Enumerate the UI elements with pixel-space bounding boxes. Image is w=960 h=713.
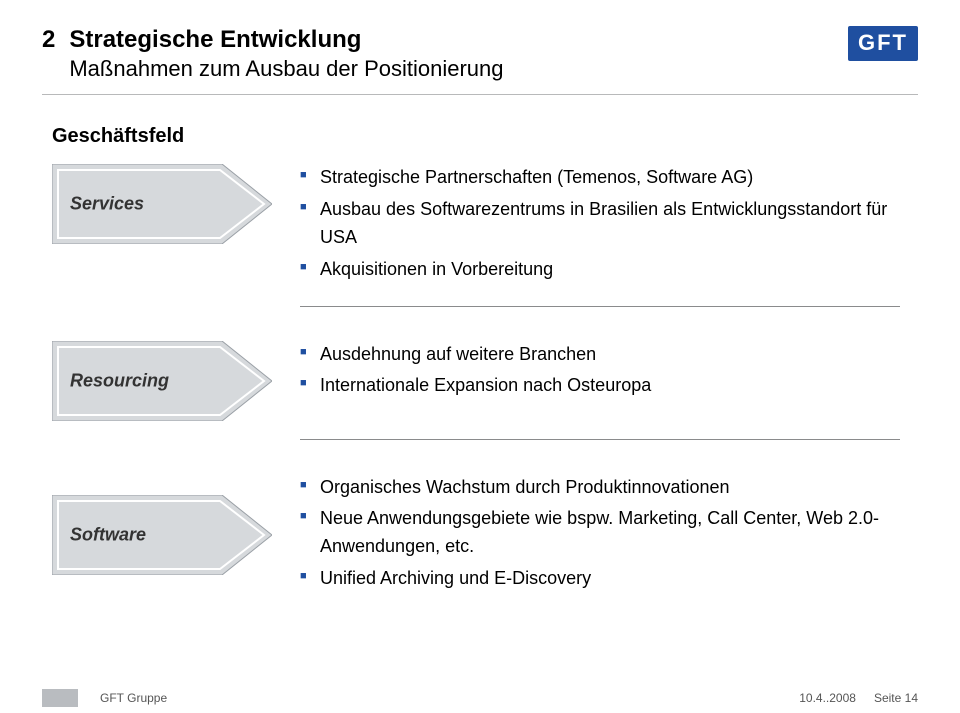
arrow-services: Services <box>52 164 272 244</box>
bullet-item: Unified Archiving und E-Discovery <box>300 565 918 593</box>
arrow-label-services: Services <box>70 193 144 214</box>
gft-logo: GFT <box>848 26 918 61</box>
bullet-item: Internationale Expansion nach Osteuropa <box>300 372 651 400</box>
footer-block-icon <box>42 689 78 707</box>
arrow-software: Software <box>52 495 272 575</box>
title-block: 2 Strategische Entwicklung Maßnahmen zum… <box>42 26 504 82</box>
bullet-item: Akquisitionen in Vorbereitung <box>300 256 918 284</box>
title-line1: Strategische Entwicklung <box>69 26 503 54</box>
content-area: Geschäftsfeld Services Strategische Part… <box>42 95 918 597</box>
bullet-item: Ausbau des Softwarezentrums in Brasilien… <box>300 196 918 252</box>
slide-footer: GFT Gruppe 10.4..2008 Seite 14 <box>0 683 960 713</box>
slide-header: 2 Strategische Entwicklung Maßnahmen zum… <box>42 26 918 82</box>
row-software: Software Organisches Wachstum durch Prod… <box>52 474 918 598</box>
bullets-software: Organisches Wachstum durch Produktinnova… <box>300 474 918 598</box>
footer-date: 10.4..2008 <box>799 691 856 705</box>
bullet-item: Neue Anwendungsgebiete wie bspw. Marketi… <box>300 505 918 561</box>
section-divider <box>300 306 900 307</box>
row-resourcing: Resourcing Ausdehnung auf weitere Branch… <box>52 341 918 421</box>
bullet-item: Strategische Partnerschaften (Temenos, S… <box>300 164 918 192</box>
footer-right: 10.4..2008 Seite 14 <box>799 691 918 705</box>
bullet-item: Ausdehnung auf weitere Branchen <box>300 341 651 369</box>
title-line2: Maßnahmen zum Ausbau der Positionierung <box>69 56 503 82</box>
section-number: 2 <box>42 26 55 54</box>
footer-left-text: GFT Gruppe <box>100 691 167 705</box>
row-services: Services Strategische Partnerschaften (T… <box>52 164 918 288</box>
section-divider <box>300 439 900 440</box>
title-lines: Strategische Entwicklung Maßnahmen zum A… <box>69 26 503 82</box>
arrow-label-resourcing: Resourcing <box>70 370 169 391</box>
bullets-services: Strategische Partnerschaften (Temenos, S… <box>300 164 918 288</box>
footer-page: Seite 14 <box>874 691 918 705</box>
slide-root: 2 Strategische Entwicklung Maßnahmen zum… <box>0 0 960 713</box>
arrow-resourcing: Resourcing <box>52 341 272 421</box>
arrow-label-software: Software <box>70 525 146 546</box>
field-label: Geschäftsfeld <box>52 125 918 148</box>
bullets-resourcing: Ausdehnung auf weitere Branchen Internat… <box>300 341 651 405</box>
bullet-item: Organisches Wachstum durch Produktinnova… <box>300 474 918 502</box>
